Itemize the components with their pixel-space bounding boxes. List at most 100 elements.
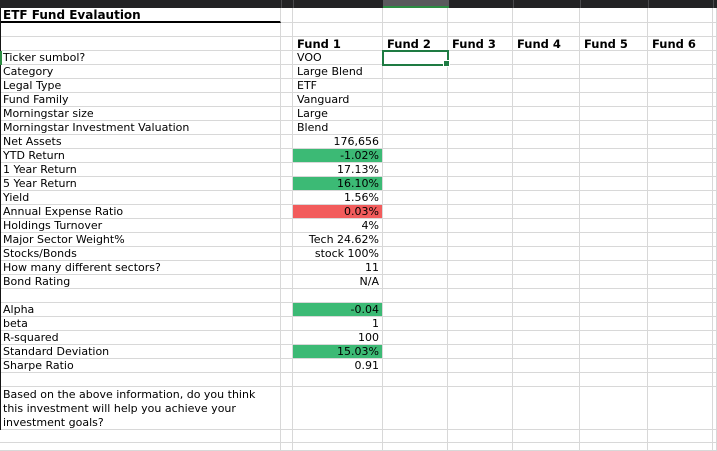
empty-cell[interactable]	[648, 331, 713, 345]
empty-cell[interactable]	[383, 135, 448, 149]
empty-cell[interactable]	[580, 233, 648, 247]
empty-cell[interactable]	[580, 373, 648, 387]
empty-cell[interactable]	[281, 163, 293, 177]
empty-cell[interactable]	[513, 65, 580, 79]
empty-cell[interactable]	[648, 443, 713, 451]
row-label-cell[interactable]: Alpha	[0, 303, 281, 317]
empty-cell[interactable]	[281, 247, 293, 261]
row-label-cell[interactable]: Morningstar size	[0, 107, 281, 121]
empty-cell[interactable]	[713, 345, 717, 359]
empty-cell[interactable]	[448, 303, 513, 317]
empty-cell[interactable]	[513, 163, 580, 177]
empty-cell[interactable]	[713, 247, 717, 261]
empty-cell[interactable]	[281, 373, 293, 387]
row-label-cell[interactable]: Morningstar Investment Valuation	[0, 121, 281, 135]
empty-cell[interactable]	[648, 430, 713, 443]
empty-cell[interactable]	[448, 430, 513, 443]
empty-cell[interactable]	[713, 79, 717, 93]
empty-cell[interactable]	[648, 121, 713, 135]
empty-cell[interactable]	[713, 443, 717, 451]
row-label-cell[interactable]: Bond Rating	[0, 275, 281, 289]
empty-cell[interactable]	[648, 303, 713, 317]
row-label-cell[interactable]: 5 Year Return	[0, 177, 281, 191]
empty-cell[interactable]	[281, 261, 293, 275]
empty-cell[interactable]	[281, 233, 293, 247]
empty-cell[interactable]	[448, 233, 513, 247]
empty-cell[interactable]	[513, 317, 580, 331]
empty-cell[interactable]	[713, 233, 717, 247]
fund1-value-cell[interactable]	[293, 289, 383, 303]
fund1-value-cell[interactable]: 1.56%	[293, 191, 383, 205]
empty-cell[interactable]	[383, 359, 448, 373]
empty-cell[interactable]	[383, 443, 448, 451]
selected-cell[interactable]	[382, 50, 450, 67]
empty-cell[interactable]	[448, 65, 513, 79]
empty-cell[interactable]	[0, 37, 281, 51]
row-label-cell[interactable]: Legal Type	[0, 79, 281, 93]
empty-cell[interactable]	[383, 430, 448, 443]
empty-cell[interactable]	[648, 345, 713, 359]
empty-cell[interactable]	[281, 205, 293, 219]
empty-cell[interactable]	[448, 79, 513, 93]
empty-cell[interactable]	[648, 233, 713, 247]
row-label-cell[interactable]: Fund Family	[0, 93, 281, 107]
empty-cell[interactable]	[580, 387, 648, 430]
empty-cell[interactable]	[448, 163, 513, 177]
empty-cell[interactable]	[513, 79, 580, 93]
empty-cell[interactable]	[383, 8, 448, 23]
fund1-value-cell[interactable]: 15.03%	[293, 345, 383, 359]
empty-cell[interactable]	[383, 387, 448, 430]
empty-cell[interactable]	[713, 37, 717, 51]
empty-cell[interactable]	[383, 107, 448, 121]
fund-header-cell[interactable]: Fund 2	[383, 37, 448, 51]
empty-cell[interactable]	[281, 177, 293, 191]
empty-cell[interactable]	[713, 23, 717, 37]
empty-cell[interactable]	[513, 430, 580, 443]
empty-cell[interactable]	[448, 219, 513, 233]
empty-cell[interactable]	[281, 275, 293, 289]
empty-cell[interactable]	[448, 8, 513, 23]
empty-cell[interactable]	[383, 317, 448, 331]
empty-cell[interactable]	[383, 191, 448, 205]
empty-cell[interactable]	[293, 8, 383, 23]
empty-cell[interactable]	[383, 149, 448, 163]
empty-cell[interactable]	[713, 387, 717, 430]
empty-cell[interactable]	[713, 205, 717, 219]
fund1-value-cell[interactable]: Vanguard	[293, 93, 383, 107]
fund1-value-cell[interactable]: -0.04	[293, 303, 383, 317]
empty-cell[interactable]	[281, 387, 293, 430]
empty-cell[interactable]	[648, 149, 713, 163]
empty-cell[interactable]	[513, 443, 580, 451]
empty-cell[interactable]	[513, 345, 580, 359]
empty-cell[interactable]	[580, 219, 648, 233]
empty-cell[interactable]	[648, 8, 713, 23]
empty-cell[interactable]	[580, 23, 648, 37]
empty-cell[interactable]	[713, 430, 717, 443]
fund1-value-cell[interactable]: 17.13%	[293, 163, 383, 177]
empty-cell[interactable]	[281, 135, 293, 149]
empty-cell[interactable]	[648, 317, 713, 331]
empty-cell[interactable]	[580, 289, 648, 303]
fund1-value-cell[interactable]: Blend	[293, 121, 383, 135]
empty-cell[interactable]	[281, 149, 293, 163]
empty-cell[interactable]	[281, 191, 293, 205]
empty-cell[interactable]	[580, 135, 648, 149]
empty-cell[interactable]	[580, 79, 648, 93]
empty-cell[interactable]	[513, 303, 580, 317]
row-label-cell[interactable]: Stocks/Bonds	[0, 247, 281, 261]
empty-cell[interactable]	[281, 93, 293, 107]
empty-cell[interactable]	[648, 191, 713, 205]
empty-cell[interactable]	[383, 121, 448, 135]
empty-cell[interactable]	[383, 331, 448, 345]
empty-cell[interactable]	[513, 387, 580, 430]
empty-cell[interactable]	[448, 247, 513, 261]
empty-cell[interactable]	[713, 317, 717, 331]
empty-cell[interactable]	[648, 177, 713, 191]
fund1-value-cell[interactable]: 176,656	[293, 135, 383, 149]
empty-cell[interactable]	[580, 359, 648, 373]
empty-cell[interactable]	[648, 51, 713, 65]
empty-cell[interactable]	[448, 373, 513, 387]
fund-header-cell[interactable]: Fund 4	[513, 37, 580, 51]
empty-cell[interactable]	[580, 177, 648, 191]
empty-cell[interactable]	[448, 135, 513, 149]
